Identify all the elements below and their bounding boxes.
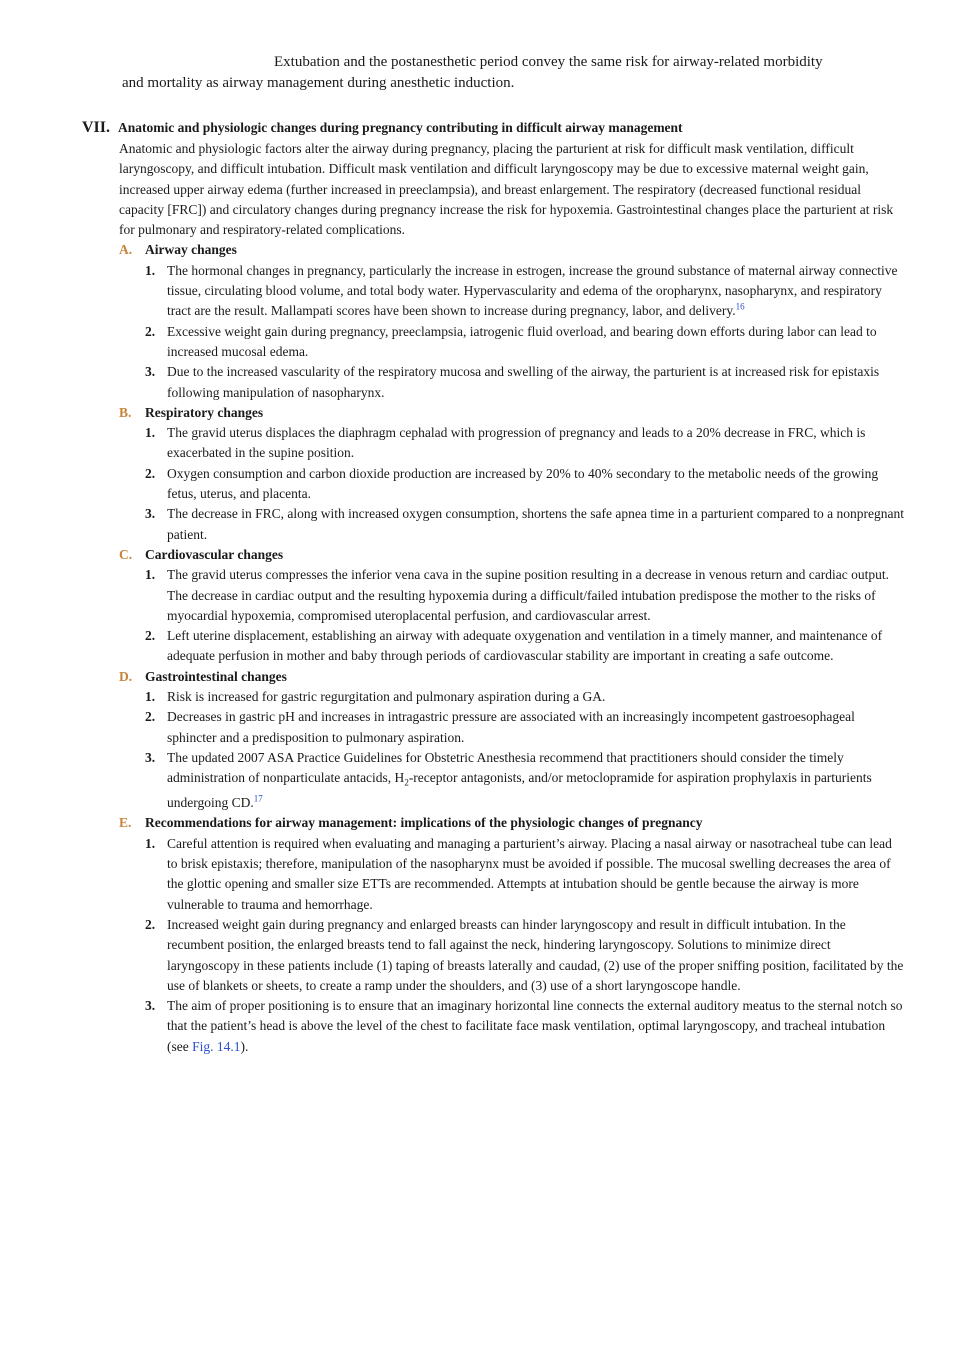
item-number: 1.: [145, 425, 156, 441]
item-text: Careful attention is required when evalu…: [167, 835, 892, 912]
subsection-respiratory-changes: B. Respiratory changes 1. The gravid uteru…: [119, 403, 905, 545]
item-number: 1.: [145, 567, 156, 583]
item-text: The decrease in FRC, along with increase…: [167, 506, 905, 542]
item-text: Increased weight gain during pregnancy a…: [167, 916, 904, 993]
item-number: 3.: [145, 506, 156, 522]
reference-link[interactable]: 17: [253, 793, 263, 804]
list-item: 2. Decreases in gastric pH and increases …: [119, 707, 905, 748]
item-number: 2.: [145, 916, 156, 932]
item-number: 3.: [145, 364, 156, 380]
item-text: Decreases in gastric pH and increases in…: [167, 709, 855, 745]
figure-link[interactable]: Fig. 14.1: [192, 1038, 241, 1054]
item-number: 1.: [145, 689, 156, 705]
section-title: Anatomic and physiologic changes during …: [118, 120, 683, 135]
item-number: 3.: [145, 749, 156, 765]
item-text: Due to the increased vascularity of the …: [167, 364, 880, 400]
item-number: 1.: [145, 262, 156, 278]
item-text: -receptor antagonists, and/or metoclopra…: [167, 770, 872, 811]
subsection-title: Respiratory changes: [145, 404, 264, 420]
item-text: Excessive weight gain during pregnancy, …: [167, 323, 877, 359]
subsection-letter: E.: [119, 815, 132, 831]
list-item: 2. Increased weight gain during pregnancy…: [119, 915, 905, 996]
subscript: 2: [404, 777, 409, 788]
item-text: The aim of proper positioning is to ensu…: [167, 998, 903, 1054]
subsection-letter: B.: [119, 404, 132, 420]
section-number: VII.: [82, 119, 111, 136]
item-number: 2.: [145, 323, 156, 339]
item-number: 2.: [145, 628, 156, 644]
subsection-airway-changes: A. Airway changes 1. The hormonal changes …: [119, 240, 905, 402]
subsection-cardiovascular-changes: C. Cardiovascular changes 1. The gravid ut…: [119, 545, 905, 667]
list-item: 3. The decrease in FRC, along with increa…: [119, 504, 905, 545]
list-item: 3. The aim of proper positioning is to en…: [119, 996, 905, 1057]
item-text: Oxygen consumption and carbon dioxide pr…: [167, 465, 879, 502]
list-item: 1. Risk is increased for gastric regurgit…: [119, 687, 905, 707]
subsection-title: Gastrointestinal changes: [145, 668, 287, 684]
subsection-title: Airway changes: [145, 242, 237, 258]
list-item: 1. Careful attention is required when eva…: [119, 834, 905, 915]
intro-line-2: and mortality as airway management durin…: [122, 75, 515, 91]
item-number: 2.: [145, 709, 156, 725]
item-text: The gravid uterus displaces the diaphrag…: [167, 425, 866, 461]
section-intro-text: Anatomic and physiologic factors alter t…: [119, 141, 894, 238]
item-text: The updated 2007 ASA Practice Guidelines…: [167, 749, 844, 786]
subsection-title: Cardiovascular changes: [145, 546, 284, 562]
item-text: The gravid uterus compresses the inferio…: [167, 567, 890, 623]
item-text: ).: [240, 1038, 249, 1054]
subsection-letter: D.: [119, 668, 133, 684]
list-item: 1. The gravid uterus compresses the infer…: [119, 565, 905, 626]
item-text: The hormonal changes in pregnancy, parti…: [167, 262, 898, 319]
item-number: 1.: [145, 835, 156, 851]
list-item: 1. The hormonal changes in pregnancy, par…: [119, 261, 905, 322]
subsection-gastrointestinal-changes: D. Gastrointestinal changes 1. Risk is inc…: [119, 667, 905, 814]
section-heading: VII. Anatomic and physiologic changes dur…: [82, 119, 912, 137]
section-body: Anatomic and physiologic factors alter t…: [119, 139, 905, 1057]
list-item: 2. Excessive weight gain during pregnancy…: [119, 322, 905, 363]
item-number: 3.: [145, 998, 156, 1014]
list-item: 3. The updated 2007 ASA Practice Guidelin…: [119, 748, 905, 814]
list-item: 1. The gravid uterus displaces the diaphr…: [119, 423, 905, 464]
subsection-recommendations: E. Recommendations for airway management:…: [119, 813, 905, 1057]
intro-paragraph: Extubation and the postanesthetic period…: [122, 52, 902, 94]
list-item: 3. Due to the increased vascularity of th…: [119, 362, 905, 403]
intro-line-1: Extubation and the postanesthetic period…: [274, 54, 823, 70]
subsection-title: Recommendations for airway management: i…: [145, 815, 703, 831]
item-text: Left uterine displacement, establishing …: [167, 628, 883, 664]
item-number: 2.: [145, 465, 156, 481]
list-item: 2. Oxygen consumption and carbon dioxide …: [119, 464, 905, 505]
subsection-letter: A.: [119, 242, 133, 258]
reference-link[interactable]: 16: [735, 301, 745, 312]
list-item: 2. Left uterine displacement, establishin…: [119, 626, 905, 667]
item-text: Risk is increased for gastric regurgitat…: [167, 689, 606, 705]
subsection-letter: C.: [119, 546, 133, 562]
